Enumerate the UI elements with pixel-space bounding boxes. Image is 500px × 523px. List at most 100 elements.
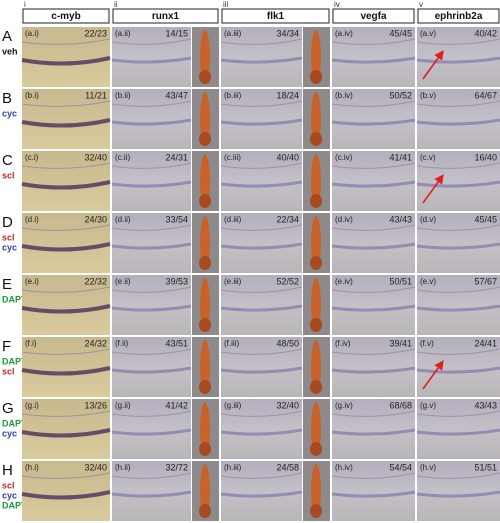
embryo-count: 45/45 bbox=[389, 28, 412, 38]
embryo-count: 24/30 bbox=[84, 214, 107, 224]
treatment: veh bbox=[2, 46, 18, 56]
vessel-band bbox=[21, 242, 111, 252]
panel-label: (e.i) bbox=[25, 277, 39, 286]
embryo-yolk bbox=[310, 442, 322, 456]
tissue-edge bbox=[416, 100, 500, 107]
panel-label: (g.v) bbox=[420, 401, 436, 410]
column-numeral: ii bbox=[114, 0, 118, 9]
tissue-edge bbox=[21, 410, 111, 417]
panel-label: (e.v) bbox=[420, 277, 436, 286]
embryo-count: 16/40 bbox=[474, 152, 497, 162]
embryo bbox=[311, 154, 321, 208]
tissue-edge bbox=[220, 162, 303, 169]
micrograph bbox=[112, 27, 191, 87]
panel-label: (f.iv) bbox=[335, 339, 351, 348]
vessel-band bbox=[416, 428, 500, 436]
embryo-count: 22/34 bbox=[276, 214, 299, 224]
tissue-edge bbox=[21, 100, 111, 107]
treatment: cyc bbox=[2, 108, 17, 118]
vessel-band bbox=[331, 304, 416, 312]
embryo bbox=[311, 340, 321, 394]
panel-label: (f.iii) bbox=[224, 339, 239, 348]
micrograph bbox=[417, 337, 500, 397]
vessel-band bbox=[331, 490, 416, 498]
embryo-yolk bbox=[199, 70, 211, 84]
vessel-band bbox=[331, 118, 416, 126]
vessel-band bbox=[220, 242, 303, 250]
micrograph bbox=[112, 89, 191, 149]
tissue-edge bbox=[416, 162, 500, 169]
tissue-edge bbox=[21, 348, 111, 355]
embryo-count: 33/54 bbox=[165, 214, 188, 224]
tissue-edge bbox=[416, 410, 500, 417]
embryo-count: 43/43 bbox=[474, 400, 497, 410]
micrograph bbox=[332, 213, 415, 273]
embryo-count: 34/34 bbox=[276, 28, 299, 38]
embryo bbox=[200, 30, 210, 84]
tissue-edge bbox=[21, 162, 111, 169]
panel-label: (e.iii) bbox=[224, 277, 242, 286]
micrograph bbox=[332, 275, 415, 335]
embryo-yolk bbox=[310, 504, 322, 518]
micrograph bbox=[417, 461, 500, 521]
micrograph bbox=[22, 337, 110, 397]
embryo-count: 43/51 bbox=[165, 338, 188, 348]
micrograph bbox=[22, 151, 110, 211]
panel-label: (h.ii) bbox=[115, 463, 131, 472]
micrograph bbox=[22, 213, 110, 273]
embryo-count: 32/40 bbox=[84, 152, 107, 162]
embryo-yolk bbox=[199, 256, 211, 270]
embryo-count: 43/43 bbox=[389, 214, 412, 224]
micrograph bbox=[332, 461, 415, 521]
tissue-edge bbox=[111, 472, 192, 479]
tissue-edge bbox=[111, 162, 192, 169]
embryo-count: 41/41 bbox=[389, 152, 412, 162]
treatment: DAPT bbox=[2, 294, 27, 304]
micrograph bbox=[332, 27, 415, 87]
panel-label: (a.ii) bbox=[115, 29, 131, 38]
embryo-count: 50/52 bbox=[389, 90, 412, 100]
column-header-box bbox=[332, 8, 415, 24]
tissue-edge bbox=[331, 286, 416, 293]
tissue-edge bbox=[21, 224, 111, 231]
tissue-edge bbox=[416, 472, 500, 479]
column-numeral: iv bbox=[334, 0, 340, 9]
vessel-band bbox=[111, 242, 192, 250]
embryo-count: 32/72 bbox=[165, 462, 188, 472]
vessel-band bbox=[416, 242, 500, 250]
vessel-band bbox=[220, 56, 303, 64]
micrograph bbox=[332, 89, 415, 149]
embryo bbox=[311, 30, 321, 84]
micrograph bbox=[112, 275, 191, 335]
column-name: ephrinb2a bbox=[435, 11, 483, 22]
embryo bbox=[311, 278, 321, 332]
treatment: cyc bbox=[2, 490, 17, 500]
embryo-count: 39/53 bbox=[165, 276, 188, 286]
embryo-count: 32/40 bbox=[276, 400, 299, 410]
embryo-count: 14/15 bbox=[165, 28, 188, 38]
embryo-count: 40/42 bbox=[474, 28, 497, 38]
row-letter: H bbox=[2, 462, 13, 479]
panel-label: (d.iv) bbox=[335, 215, 353, 224]
embryo-count: 48/50 bbox=[276, 338, 299, 348]
column-header-box bbox=[221, 8, 330, 24]
embryo-count: 57/67 bbox=[474, 276, 497, 286]
embryo-yolk bbox=[310, 132, 322, 146]
tissue-edge bbox=[220, 286, 303, 293]
vessel-band bbox=[111, 428, 192, 436]
micrograph bbox=[417, 151, 500, 211]
micrograph bbox=[332, 337, 415, 397]
treatment: cyc bbox=[2, 428, 17, 438]
vessel-band bbox=[416, 180, 500, 188]
embryo-count: 24/58 bbox=[276, 462, 299, 472]
micrograph bbox=[112, 399, 191, 459]
vessel-band bbox=[220, 304, 303, 312]
embryo-count: 50/51 bbox=[389, 276, 412, 286]
embryo bbox=[311, 216, 321, 270]
tissue-edge bbox=[21, 286, 111, 293]
embryo-count: 52/52 bbox=[276, 276, 299, 286]
treatment: scl bbox=[2, 366, 15, 376]
embryo-yolk bbox=[310, 256, 322, 270]
micrograph bbox=[332, 399, 415, 459]
embryo bbox=[200, 340, 210, 394]
